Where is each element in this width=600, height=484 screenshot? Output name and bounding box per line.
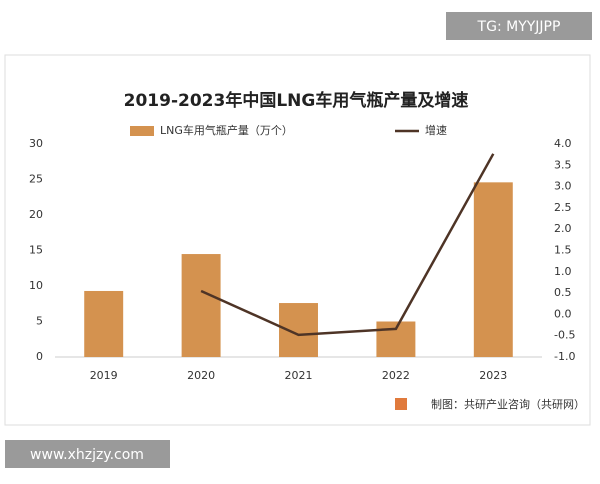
legend-label: LNG车用气瓶产量（万个）: [160, 123, 293, 137]
legend-swatch: [130, 126, 154, 136]
x-tick-label: 2021: [285, 369, 313, 382]
y-tick-label: 15: [29, 244, 43, 257]
y2-tick-label: 3.5: [554, 158, 572, 171]
watermark: www.xhzjzy.com: [30, 447, 144, 463]
x-tick-label: 2023: [479, 369, 507, 382]
line: [200, 153, 495, 337]
y2-tick-label: 0.5: [554, 286, 572, 299]
legend-label: 增速: [425, 123, 447, 137]
y-tick-label: 5: [36, 315, 43, 328]
y2-tick-label: 2.5: [554, 201, 572, 214]
watermark-box: [446, 12, 592, 40]
watermark: TG: MYYJJPP: [477, 19, 561, 35]
bar: [84, 290, 124, 357]
y-tick-label: 20: [29, 208, 43, 221]
bar: [181, 254, 221, 357]
y2-tick-label: 3.0: [554, 180, 572, 193]
x-tick-label: 2019: [90, 369, 118, 382]
bar: [473, 182, 513, 357]
source: 制图：共研产业咨询（共研网）: [431, 397, 585, 411]
y2-tick-label: -0.5: [554, 329, 575, 342]
y-tick-label: 25: [29, 173, 43, 186]
y2-tick-label: 1.5: [554, 244, 572, 257]
chart-title: 2019-2023年中国LNG车用气瓶产量及增速: [124, 90, 469, 111]
y2-tick-label: 2.0: [554, 222, 572, 235]
y2-tick-label: -1.0: [554, 350, 575, 363]
y2-tick-label: 1.0: [554, 265, 572, 278]
y2-tick-label: 4.0: [554, 137, 572, 150]
x-tick-label: 2022: [382, 369, 410, 382]
watermark-box: [5, 440, 170, 468]
x-tick-label: 2020: [187, 369, 215, 382]
y2-tick-label: 0.0: [554, 307, 572, 320]
y-tick-label: 0: [36, 350, 43, 363]
source-icon: [395, 398, 407, 410]
y-tick-label: 10: [29, 279, 43, 292]
y-tick-label: 30: [29, 137, 43, 150]
